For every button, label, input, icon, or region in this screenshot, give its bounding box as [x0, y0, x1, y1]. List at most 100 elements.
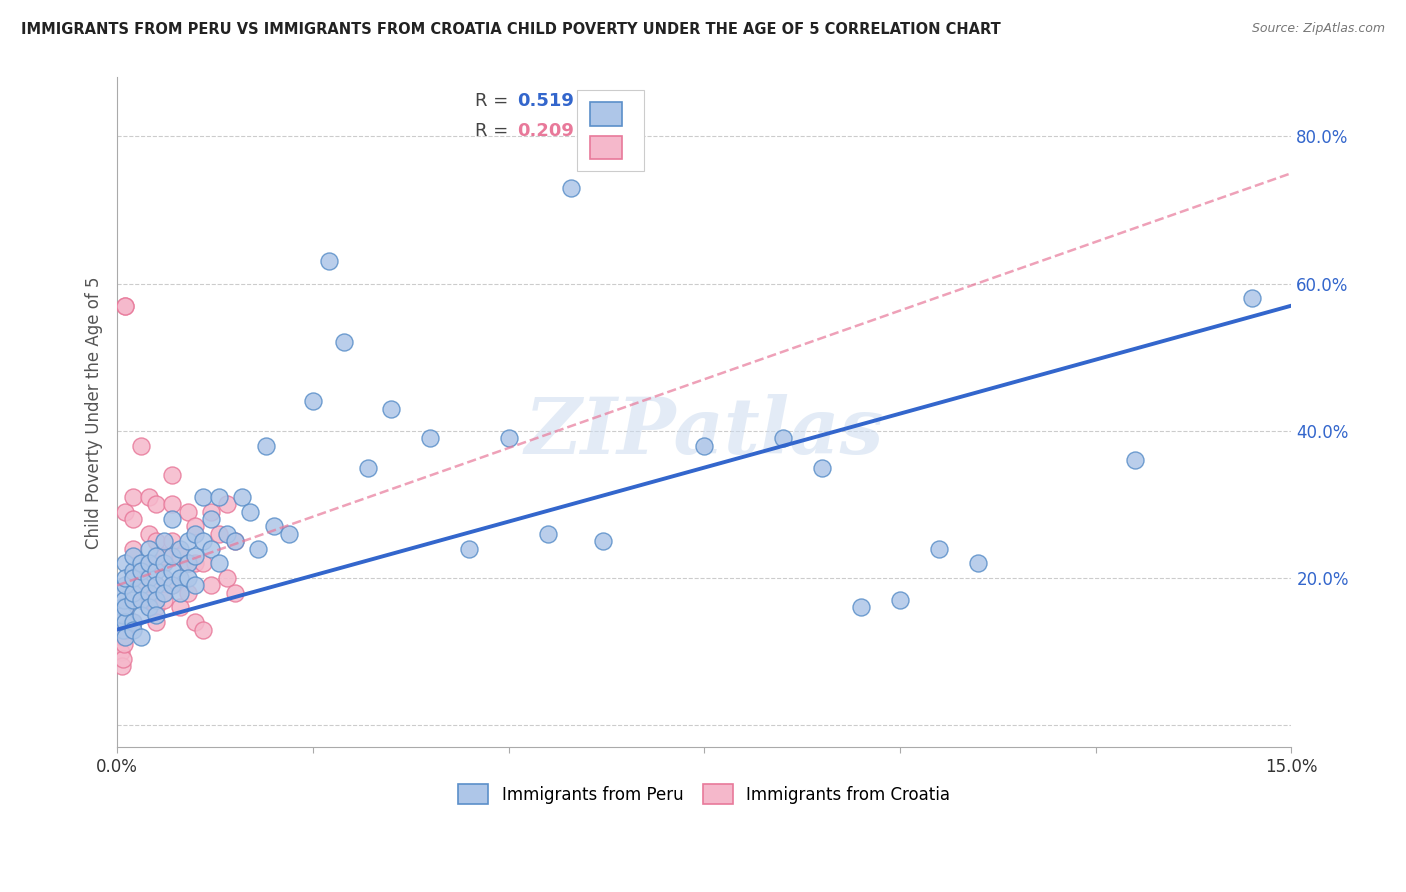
- Point: [112, 637, 135, 651]
- Text: N =: N =: [572, 92, 623, 111]
- Point: [110, 586, 132, 600]
- Point: [153, 549, 176, 563]
- Point: [184, 557, 207, 571]
- Point: [215, 571, 238, 585]
- Point: [357, 460, 380, 475]
- Point: [114, 299, 136, 313]
- Point: [112, 593, 135, 607]
- Point: [129, 564, 152, 578]
- Point: [145, 549, 167, 563]
- Point: [121, 512, 143, 526]
- Point: [145, 578, 167, 592]
- Text: ZIPatlas: ZIPatlas: [524, 394, 884, 471]
- Point: [138, 526, 160, 541]
- Point: [138, 490, 160, 504]
- Point: [114, 630, 136, 644]
- Point: [693, 438, 716, 452]
- Point: [208, 490, 231, 504]
- Point: [772, 431, 794, 445]
- Point: [145, 600, 167, 615]
- Point: [121, 593, 143, 607]
- Text: R =: R =: [475, 92, 515, 111]
- Point: [318, 254, 340, 268]
- Point: [129, 564, 152, 578]
- Point: [110, 645, 132, 659]
- Point: [169, 586, 191, 600]
- Point: [380, 401, 402, 416]
- Point: [138, 586, 160, 600]
- Point: [129, 438, 152, 452]
- Point: [889, 593, 911, 607]
- Point: [145, 497, 167, 511]
- Point: [184, 578, 207, 592]
- Point: [176, 557, 198, 571]
- Point: [498, 431, 520, 445]
- Point: [145, 593, 167, 607]
- Point: [145, 564, 167, 578]
- Point: [184, 526, 207, 541]
- Point: [458, 541, 481, 556]
- Point: [208, 526, 231, 541]
- Point: [160, 578, 183, 592]
- Point: [112, 607, 135, 622]
- Text: 0.519: 0.519: [517, 92, 575, 111]
- Point: [193, 490, 215, 504]
- Point: [247, 541, 270, 556]
- Point: [121, 586, 143, 600]
- Point: [111, 600, 134, 615]
- Point: [160, 534, 183, 549]
- Point: [849, 600, 872, 615]
- Point: [560, 181, 582, 195]
- Point: [114, 600, 136, 615]
- Point: [160, 549, 183, 563]
- Point: [176, 571, 198, 585]
- Point: [302, 394, 325, 409]
- Point: [176, 505, 198, 519]
- Point: [333, 335, 356, 350]
- Point: [112, 652, 135, 666]
- Point: [176, 534, 198, 549]
- Point: [263, 519, 285, 533]
- Point: [138, 600, 160, 615]
- Point: [121, 490, 143, 504]
- Point: [200, 512, 222, 526]
- Point: [111, 623, 134, 637]
- Point: [121, 571, 143, 585]
- Point: [153, 557, 176, 571]
- Point: [200, 578, 222, 592]
- Point: [537, 526, 560, 541]
- Point: [160, 467, 183, 482]
- Point: [169, 571, 191, 585]
- Point: [160, 497, 183, 511]
- Point: [184, 615, 207, 630]
- Point: [224, 586, 246, 600]
- Y-axis label: Child Poverty Under the Age of 5: Child Poverty Under the Age of 5: [86, 277, 103, 549]
- Point: [928, 541, 950, 556]
- Point: [810, 460, 832, 475]
- Point: [215, 526, 238, 541]
- Point: [278, 526, 301, 541]
- Point: [1241, 291, 1264, 305]
- Point: [169, 549, 191, 563]
- Text: 85: 85: [614, 92, 640, 111]
- Point: [153, 593, 176, 607]
- Point: [114, 623, 136, 637]
- Point: [129, 578, 152, 592]
- Point: [169, 600, 191, 615]
- Text: 53: 53: [614, 121, 638, 140]
- Point: [160, 564, 183, 578]
- Point: [121, 549, 143, 563]
- Point: [121, 541, 143, 556]
- Point: [592, 534, 614, 549]
- Text: 0.209: 0.209: [517, 121, 575, 140]
- Point: [138, 593, 160, 607]
- Point: [114, 299, 136, 313]
- Point: [138, 557, 160, 571]
- Point: [419, 431, 441, 445]
- Point: [231, 490, 253, 504]
- Point: [121, 615, 143, 630]
- Point: [184, 549, 207, 563]
- Point: [114, 615, 136, 630]
- Point: [111, 630, 134, 644]
- Point: [224, 534, 246, 549]
